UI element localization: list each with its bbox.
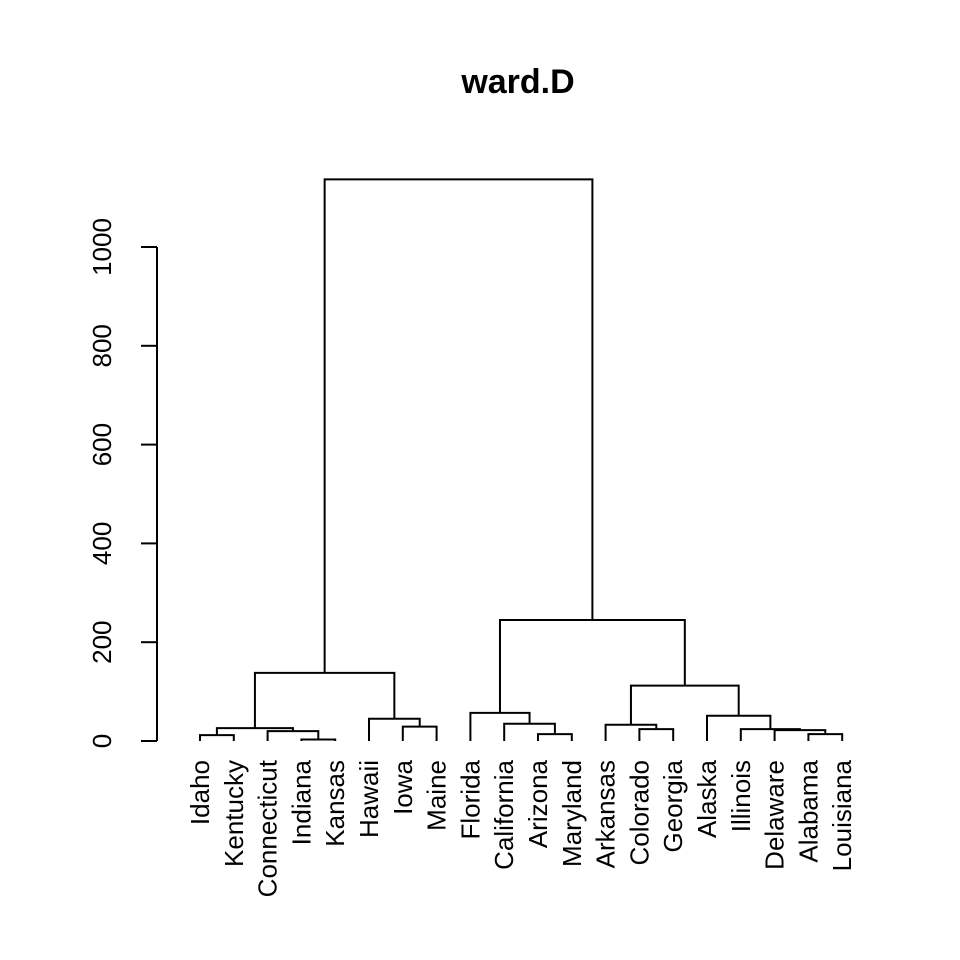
leaf-label: Florida: [455, 759, 485, 839]
y-tick-label: 0: [87, 734, 117, 748]
chart-title: ward.D: [460, 63, 574, 101]
leaf-label: Georgia: [658, 759, 688, 852]
merge-link: [638, 728, 675, 741]
leaf-label: Arizona: [523, 759, 553, 848]
merge-link: [401, 725, 438, 741]
leaf-label: Louisiana: [827, 759, 857, 871]
leaf-label: Kentucky: [219, 760, 249, 867]
y-tick-label: 800: [87, 324, 117, 367]
merge-link: [300, 738, 337, 741]
y-tick-label: 200: [87, 621, 117, 664]
dendrogram-links: [199, 178, 844, 741]
leaf-label: Delaware: [760, 760, 790, 870]
merge-link: [253, 671, 396, 729]
leaf-label: Illinois: [726, 760, 756, 832]
leaf-label: Colorado: [624, 760, 654, 866]
leaf-labels: Idaho Kentucky Connecticut Indiana Kansas Haw…: [185, 759, 857, 897]
y-tick-label: 400: [87, 522, 117, 565]
leaf-label: Arkansas: [591, 760, 621, 868]
leaf-label: Idaho: [185, 760, 215, 825]
leaf-label: Maine: [422, 760, 452, 831]
y-tick-label: 1000: [87, 218, 117, 276]
merge-link: [469, 711, 531, 741]
merge-link: [503, 722, 556, 741]
merge-link: [629, 684, 740, 725]
leaf-label: Alaska: [692, 759, 722, 838]
merge-link: [604, 723, 658, 741]
leaf-label: Alabama: [793, 759, 823, 862]
leaf-label: Maryland: [557, 760, 587, 867]
leaf-label: Iowa: [388, 759, 418, 814]
y-tick-label: 600: [87, 423, 117, 466]
merge-link: [323, 178, 594, 673]
merge-link: [807, 733, 844, 741]
leaf-label: California: [489, 759, 519, 869]
leaf-label: Hawaii: [354, 760, 384, 838]
merge-link: [537, 733, 573, 741]
merge-link: [368, 717, 421, 741]
merge-link: [773, 729, 827, 741]
leaf-label: Indiana: [286, 759, 316, 845]
leaf-label: Connecticut: [253, 759, 283, 897]
y-axis: 0 200 400 600 800 1000: [87, 218, 158, 748]
merge-link: [498, 618, 686, 713]
merge-link: [199, 734, 235, 741]
leaf-label: Kansas: [320, 760, 350, 847]
